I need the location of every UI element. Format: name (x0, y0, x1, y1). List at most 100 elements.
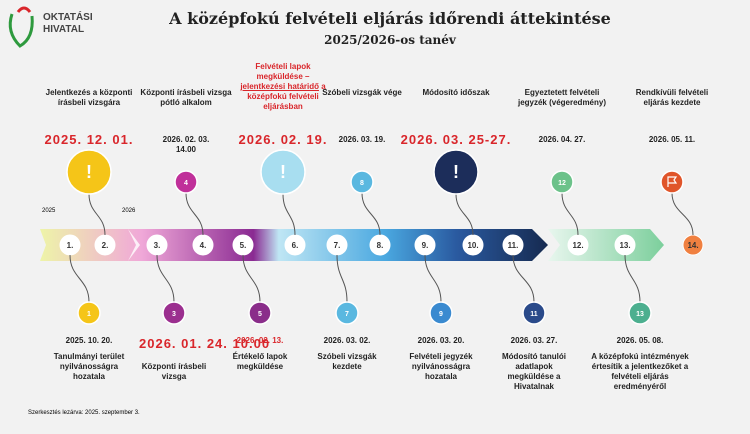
event-date: 2026. 03. 02. (323, 336, 371, 345)
footer: Szerkesztés lezárva: 2025. szeptember 3. (28, 410, 140, 416)
event-text: Rendkívüli felvételi eljárás kezdete (635, 88, 709, 107)
step-label: 5. (240, 241, 247, 250)
step-label: 6. (292, 241, 299, 250)
badge-label: 7 (345, 311, 349, 318)
badge-label: 9 (439, 311, 443, 318)
event-text: jelentkezési határidő (240, 82, 320, 91)
event-label: Szóbeli vizsgák kezdete (317, 352, 377, 371)
step-label: 11. (508, 241, 519, 250)
connector (185, 192, 204, 236)
event-label: Központi írásbeli vizsga (141, 362, 207, 381)
event-label: Rendkívüli felvételi eljárás kezdete (626, 88, 718, 108)
event-text: Szóbeli vizsgák vége (322, 88, 402, 97)
badge-label: 5 (258, 311, 262, 318)
step-label: 13. (619, 241, 630, 250)
event-date: 2026. 01. 24. 10.00 (139, 336, 271, 351)
badge (433, 149, 479, 195)
badge-label: 1 (87, 311, 91, 318)
badge (628, 301, 652, 325)
badge (248, 301, 272, 325)
badge-label: 12 (558, 180, 566, 187)
event-label: Módosító időszak (410, 88, 502, 98)
connector (512, 254, 535, 303)
event-text: Módosító időszak (422, 88, 490, 97)
event-date: 2026. 02. 19. (238, 132, 328, 147)
event-text: Jelentkezés a központi írásbeli vizsgára (45, 88, 133, 107)
step-label: 9. (422, 241, 429, 250)
event-date: 2026. 04. 27. (538, 135, 586, 144)
badge-label: ! (280, 162, 286, 182)
timeline-elements: 1. 2. 3. 4. 5. 6. 7. 8. 9. 10. 11. 12. 13. 14.!4!8!12… (59, 149, 704, 325)
badge (260, 149, 306, 195)
event-date: 2026. 03. 19. (338, 135, 386, 144)
badge (162, 301, 186, 325)
event-label: Egyeztetett felvételi jegyzék (végeredmé… (516, 88, 608, 108)
event-label: Felvételi lapok megküldése – jelentkezés… (237, 62, 329, 112)
badge (550, 170, 574, 194)
badge (66, 149, 112, 195)
connector (69, 254, 90, 303)
connector (624, 254, 641, 303)
step-label: 3. (154, 241, 161, 250)
event-date: 2025. 10. 20. (65, 336, 113, 345)
step-label: 4. (200, 241, 207, 250)
badge (335, 301, 359, 325)
step-label: 14. (687, 241, 698, 250)
connector (455, 193, 474, 236)
title: A középfokú felvételi eljárás időrendi á… (169, 9, 611, 28)
badge-label: 4 (184, 180, 188, 187)
badge (522, 301, 546, 325)
year-label: 2026 (122, 208, 136, 214)
event-label: Értékelő lapok megküldése (232, 352, 288, 371)
event-date: 2026. 02. 13. (236, 336, 284, 345)
event-text: Központi írásbeli vizsga pótló alkalom (140, 88, 232, 107)
event-date: 2026. 03. 27. (510, 336, 558, 345)
badge (660, 170, 684, 194)
event-date: 2026. 03. 20. (417, 336, 465, 345)
badge (174, 170, 198, 194)
event-label: Jelentkezés a központi írásbeli vizsgára (43, 88, 135, 108)
badge-label: 3 (172, 311, 176, 318)
badge-label: ! (453, 162, 459, 182)
event-label: Tanulmányi terület nyilvánosságra hozata… (53, 352, 125, 381)
logo-line: HIVATAL (43, 24, 85, 35)
flag-icon (667, 176, 678, 187)
event-label: Szóbeli vizsgák vége (316, 88, 408, 98)
event-label: Felvételi jegyzék nyilvánosságra hozatal… (409, 352, 473, 381)
event-label: Központi írásbeli vizsga pótló alkalom (140, 88, 232, 108)
timeline-band-end (548, 229, 664, 261)
logo (8, 6, 34, 48)
badge-label: 11 (530, 311, 538, 318)
year-label: 2025 (42, 208, 56, 214)
connector (242, 254, 261, 303)
logo-line: OKTATÁSI (43, 12, 93, 23)
event-text: a középfokú felvételi eljárásban (247, 82, 326, 111)
event-date: 2025. 12. 01. (44, 132, 134, 147)
badge (350, 170, 374, 194)
subtitle: 2025/2026-os tanév (324, 33, 456, 47)
connector (424, 254, 442, 303)
event-date: 2026. 03. 25-27. (400, 132, 512, 147)
logo-text: OKTATÁSI HIVATAL (43, 12, 93, 36)
step-label: 1. (67, 241, 74, 250)
connector (361, 192, 381, 236)
badge (77, 301, 101, 325)
event-label: Módosító tanulói adatlapok megküldése a … (502, 352, 566, 391)
event-label: A középfokú intézmények értesítik a jele… (591, 352, 689, 391)
connector (561, 192, 579, 236)
event-date: 2026. 05. 11. (648, 135, 696, 144)
connector (336, 254, 348, 303)
event-date: 2026. 05. 08. (616, 336, 664, 345)
step-label: 12. (572, 241, 583, 250)
connector (282, 193, 296, 236)
badge (429, 301, 453, 325)
connector (156, 254, 175, 303)
badge-label: 13 (636, 311, 644, 318)
step-label: 2. (102, 241, 109, 250)
event-text: Egyeztetett felvételi jegyzék (végeredmé… (517, 88, 607, 107)
event-date: 2026. 02. 03. 14.00 (162, 135, 210, 154)
year-divider (128, 229, 140, 261)
badge-label: ! (86, 162, 92, 182)
